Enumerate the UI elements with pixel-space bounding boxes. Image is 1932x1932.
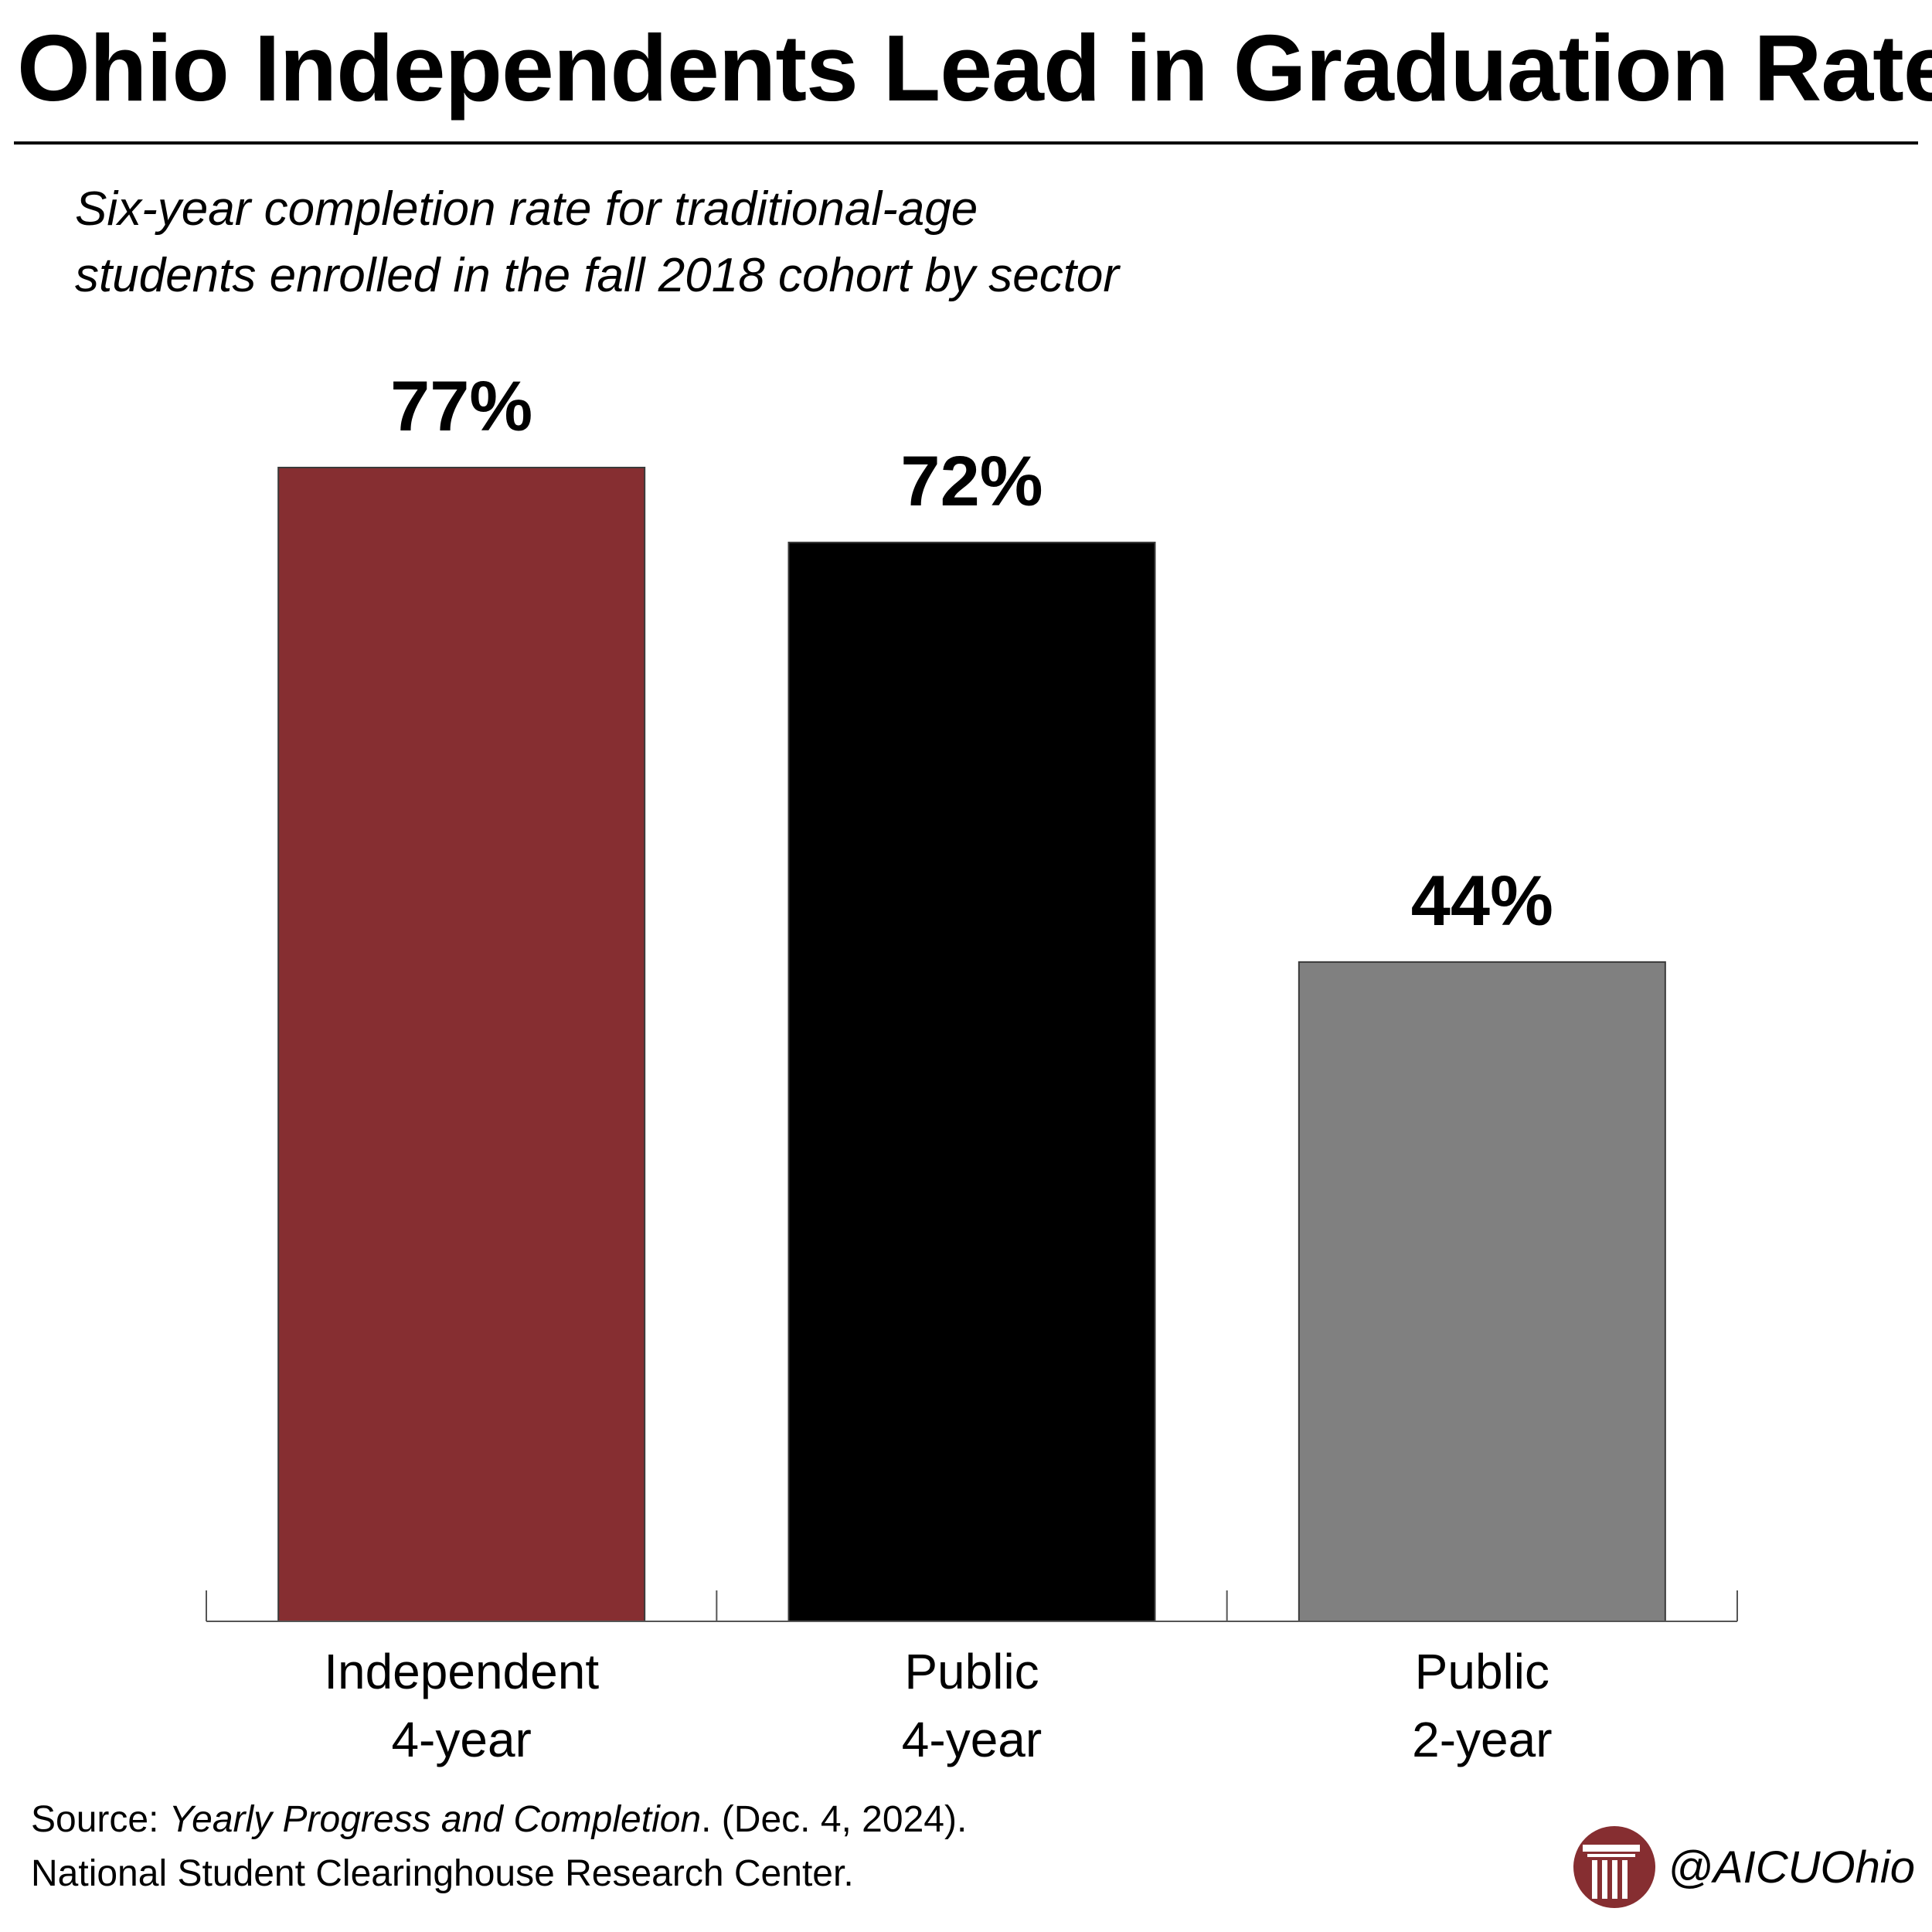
chart-title: Ohio Independents Lead in Graduation Rat… bbox=[17, 15, 1932, 121]
source-prefix: Source: bbox=[31, 1799, 169, 1840]
data-label: 44% bbox=[1411, 862, 1553, 940]
x-tick-label: 4-year bbox=[391, 1712, 531, 1767]
bar-chart: 77% Independent 4-year 72% Public 4-year 44% Pu… bbox=[206, 367, 1738, 1767]
source-suffix: . (Dec. 4, 2024). bbox=[701, 1799, 968, 1840]
bar bbox=[277, 467, 646, 1622]
data-label: 72% bbox=[900, 442, 1043, 521]
source-line-2: National Student Clearinghouse Research … bbox=[31, 1853, 854, 1894]
aicu-column-logo-icon bbox=[1573, 1826, 1656, 1908]
data-label: 77% bbox=[390, 367, 532, 446]
x-tick-label: 4-year bbox=[902, 1712, 1042, 1767]
chart-subtitle: Six-year completion rate for traditional… bbox=[75, 176, 1234, 309]
subtitle-line-2: students enrolled in the fall 2018 cohor… bbox=[75, 249, 1120, 302]
bar bbox=[787, 541, 1156, 1623]
x-tick-label: Independent bbox=[324, 1644, 599, 1699]
subtitle-line-1: Six-year completion rate for traditional… bbox=[75, 182, 978, 236]
x-tick-label: Public bbox=[1415, 1644, 1549, 1699]
source-publication: Yearly Progress and Completion bbox=[168, 1799, 702, 1840]
brand-footer: @AICUOhio bbox=[1572, 1821, 1915, 1913]
source-line-1: Source: Yearly Progress and Completion. … bbox=[31, 1793, 967, 1847]
bar bbox=[1298, 961, 1666, 1623]
x-tick-label: Public bbox=[904, 1644, 1039, 1699]
social-handle[interactable]: @AICUOhio bbox=[1668, 1842, 1915, 1893]
source-note: Source: Yearly Progress and Completion. … bbox=[31, 1793, 967, 1901]
x-tick-label: 2-year bbox=[1412, 1712, 1552, 1767]
title-divider bbox=[14, 141, 1918, 145]
